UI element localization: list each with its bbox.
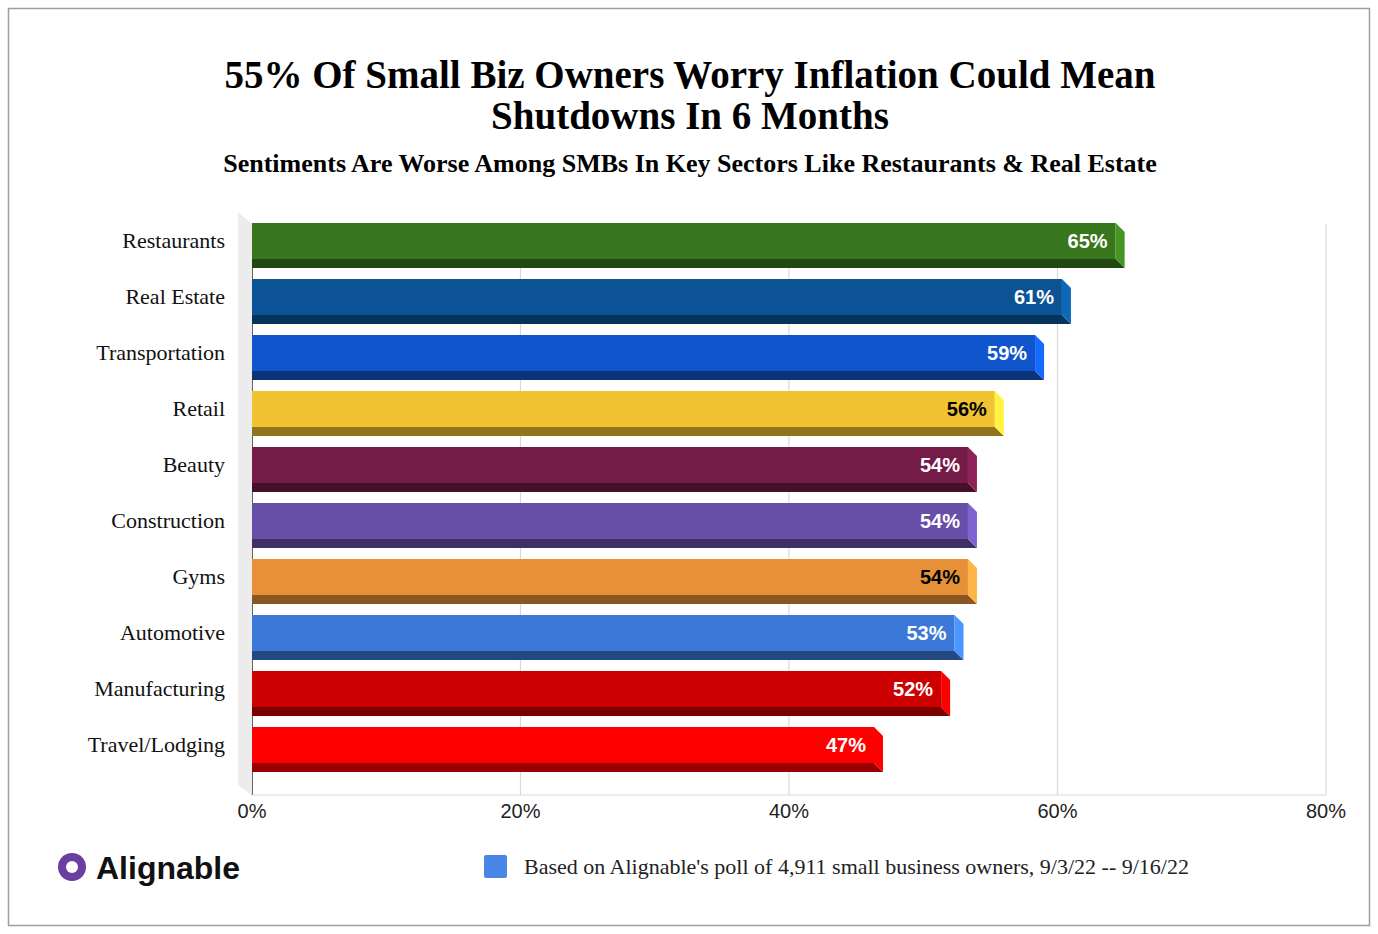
logo-icon [58, 853, 86, 881]
bar-side [968, 559, 977, 604]
bar-side [941, 671, 950, 716]
bar-side [1116, 223, 1125, 268]
bar-side [874, 727, 883, 772]
bar-side [995, 391, 1004, 436]
logo-text: Alignable [96, 850, 240, 886]
bar-side [968, 503, 977, 548]
bar-face [252, 223, 1116, 259]
x-tick-label: 0% [238, 800, 267, 822]
data-label: 56% [947, 398, 987, 420]
data-label: 54% [920, 566, 960, 588]
category-label: Automotive [120, 620, 225, 645]
title-line: Shutdowns In 6 Months [491, 94, 889, 137]
chart: 55% Of Small Biz Owners Worry Inflation … [0, 0, 1378, 934]
axis-wall [238, 212, 252, 795]
bar-bottom [252, 707, 950, 716]
x-tick-label: 60% [1037, 800, 1077, 822]
bar [252, 615, 964, 660]
bars [252, 223, 1125, 772]
x-tick-label: 80% [1306, 800, 1346, 822]
bar-bottom [252, 483, 977, 492]
source-note: Based on Alignable's poll of 4,911 small… [524, 854, 1189, 879]
bar-bottom [252, 539, 977, 548]
background [0, 0, 1378, 934]
bar-bottom [252, 595, 977, 604]
bar [252, 727, 883, 772]
category-label: Retail [172, 396, 225, 421]
category-label: Manufacturing [94, 676, 225, 701]
bar-bottom [252, 371, 1044, 380]
bar-bottom [252, 763, 883, 772]
bar-face [252, 279, 1062, 315]
bar-bottom [252, 315, 1071, 324]
bar [252, 391, 1004, 436]
data-label: 54% [920, 510, 960, 532]
x-tick-label: 20% [500, 800, 540, 822]
category-label: Gyms [172, 564, 225, 589]
labels: Restaurants 65% Real Estate 61% Transportati… [88, 228, 1108, 757]
title-line: 55% Of Small Biz Owners Worry Inflation … [225, 53, 1156, 97]
bar-side [955, 615, 964, 660]
data-label: 52% [893, 678, 933, 700]
x-axis-line [252, 795, 1326, 796]
bar [252, 223, 1125, 268]
note-swatch [484, 855, 507, 878]
bar-bottom [252, 427, 1004, 436]
logo-icon [66, 861, 78, 873]
category-label: Real Estate [125, 284, 225, 309]
bar-face [252, 447, 968, 483]
data-label: 54% [920, 454, 960, 476]
data-label: 61% [1014, 286, 1054, 308]
bar-side [968, 447, 977, 492]
category-label: Travel/Lodging [88, 732, 225, 757]
bar [252, 447, 977, 492]
category-label: Construction [111, 508, 225, 533]
category-label: Beauty [163, 452, 225, 477]
bar-face [252, 727, 874, 763]
bar [252, 503, 977, 548]
bar-face [252, 503, 968, 539]
bar [252, 335, 1044, 380]
bar-face [252, 335, 1035, 371]
data-label: 65% [1068, 230, 1108, 252]
data-label: 59% [987, 342, 1027, 364]
bar-face [252, 391, 995, 427]
bar-bottom [252, 259, 1125, 268]
bar [252, 671, 950, 716]
bar-side [1062, 279, 1071, 324]
subtitle: Sentiments Are Worse Among SMBs In Key S… [223, 149, 1157, 178]
bar-face [252, 615, 955, 651]
x-tick-label: 40% [769, 800, 809, 822]
data-label: 47% [826, 734, 866, 756]
category-label: Transportation [96, 340, 225, 365]
bar-side [1035, 335, 1044, 380]
bar-face [252, 559, 968, 595]
bar-bottom [252, 651, 964, 660]
category-label: Restaurants [122, 228, 225, 253]
bar [252, 279, 1071, 324]
bar [252, 559, 977, 604]
data-label: 53% [906, 622, 946, 644]
frame [9, 9, 1370, 926]
grid-line [1325, 224, 1326, 795]
bar-face [252, 671, 941, 707]
title: 55% Of Small Biz Owners Worry Inflation … [225, 53, 1156, 137]
